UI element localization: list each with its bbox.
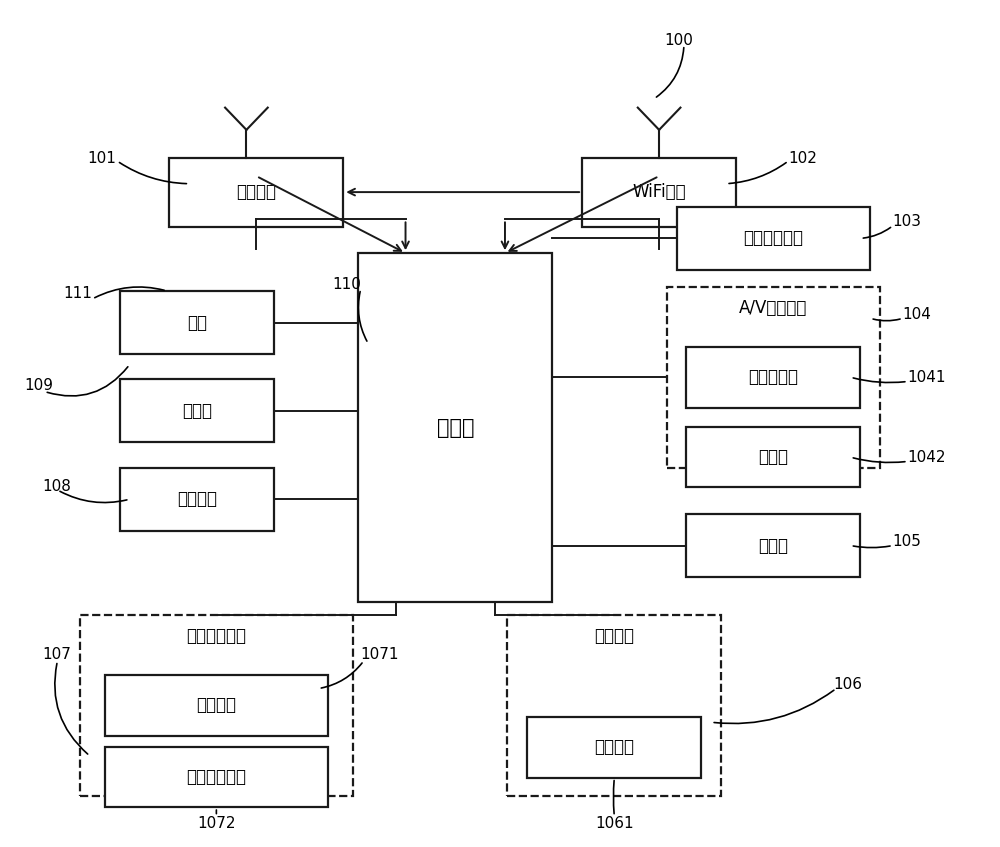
Text: 105: 105 (893, 534, 922, 549)
Bar (120, 468, 274, 531)
Text: 射频单元: 射频单元 (236, 183, 276, 201)
Text: 触控面板: 触控面板 (197, 696, 237, 714)
Bar (169, 158, 343, 227)
Text: 104: 104 (903, 307, 932, 322)
Text: 1072: 1072 (197, 816, 236, 831)
Bar (120, 379, 274, 442)
Text: 存储器: 存储器 (182, 401, 212, 420)
Text: 1042: 1042 (908, 450, 946, 465)
Bar (667, 287, 880, 468)
Bar (105, 675, 328, 736)
Text: 109: 109 (25, 378, 54, 393)
Bar (686, 347, 860, 407)
Bar (120, 291, 274, 354)
Text: 106: 106 (833, 677, 862, 692)
Text: 显示单元: 显示单元 (594, 627, 634, 645)
Bar (527, 717, 701, 778)
Text: 电源: 电源 (187, 313, 207, 331)
Bar (507, 615, 721, 796)
Text: WiFi模块: WiFi模块 (632, 183, 686, 201)
Text: 103: 103 (893, 214, 922, 229)
Bar (582, 158, 736, 227)
Text: 1041: 1041 (908, 370, 946, 385)
Text: 音频输出单元: 音频输出单元 (743, 230, 803, 247)
Bar (686, 514, 860, 577)
Text: 107: 107 (43, 647, 71, 662)
Text: 101: 101 (87, 151, 116, 166)
Text: 1071: 1071 (361, 647, 399, 662)
Bar (80, 615, 353, 796)
Text: 处理器: 处理器 (436, 418, 474, 438)
Text: 111: 111 (63, 285, 92, 301)
Text: 1061: 1061 (595, 816, 634, 831)
Text: 图形处理器: 图形处理器 (748, 368, 798, 386)
Text: 传感器: 传感器 (758, 536, 788, 555)
Bar (677, 207, 870, 270)
Bar (358, 253, 552, 602)
Bar (686, 427, 860, 488)
Text: A/V输入单元: A/V输入单元 (739, 299, 808, 317)
Text: 102: 102 (788, 151, 817, 166)
Text: 显示面板: 显示面板 (594, 739, 634, 756)
Text: 麦克风: 麦克风 (758, 448, 788, 466)
Bar (105, 746, 328, 807)
Text: 110: 110 (332, 277, 361, 292)
Text: 接口单元: 接口单元 (177, 490, 217, 508)
Text: 100: 100 (664, 33, 693, 48)
Text: 其他输入设备: 其他输入设备 (187, 768, 247, 786)
Text: 108: 108 (43, 479, 71, 494)
Text: 用户输入单元: 用户输入单元 (187, 627, 247, 645)
